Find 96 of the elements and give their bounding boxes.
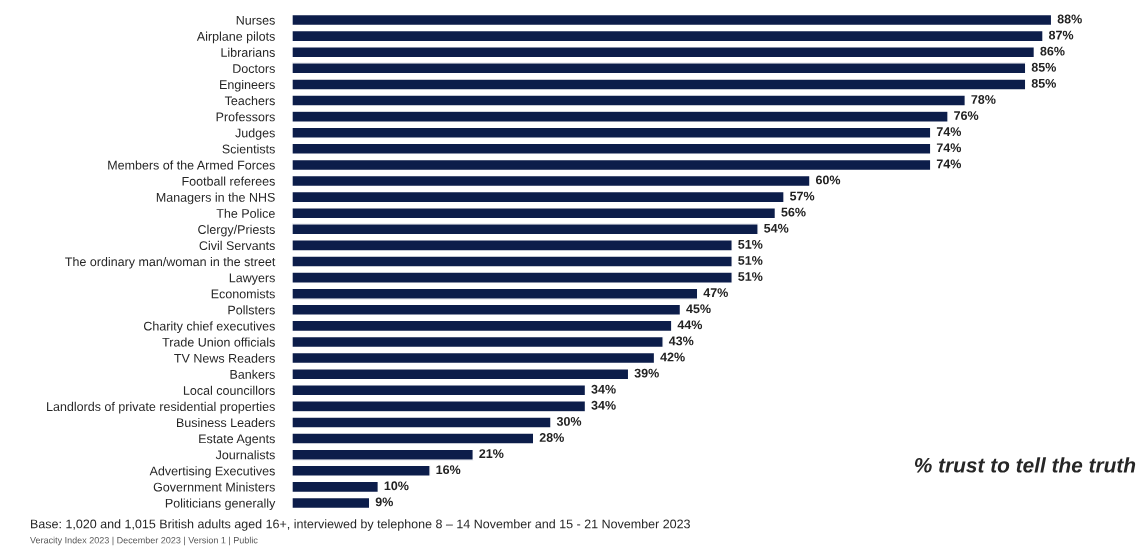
data-label: 51% [738,256,763,265]
bar [292,480,380,494]
bar [292,448,474,461]
y-tick-label: Government Ministers [153,482,275,492]
y-tick-label: Scientists [222,144,275,154]
bar [292,335,664,349]
data-label: 74% [936,143,962,153]
bar [292,368,630,381]
bar [292,416,552,429]
text: Base: 1,020 and 1,015 British adults aged 16+, interviewed by telephone 8 – 14 November and 15 - 21 November 2023 [31,519,690,531]
y-tick-label: Librarians [221,47,275,57]
y-tick-label: Economists [211,289,275,299]
annotation: % trust to tell the truth [914,457,1136,473]
y-tick-label: Judges [235,128,275,140]
data-label: 42% [660,352,685,362]
data-label: 51% [738,272,763,281]
y-tick-label: TV News Readers [174,353,275,363]
data-label: 76% [954,111,979,120]
data-label: 88% [1057,14,1082,24]
y-tick-label: Trade Union officials [162,337,275,347]
bar [292,158,932,172]
data-label: 85% [1031,78,1056,88]
data-label: 10% [384,481,409,491]
y-tick-label: The Police [216,208,275,218]
data-label: 57% [789,191,815,201]
data-label: 28% [539,433,564,442]
bar [292,496,371,510]
data-label: 9% [375,497,393,507]
y-tick-label: Professors [216,112,275,122]
data-label: 34% [591,384,616,394]
y-tick-label: Clergy/Priests [198,224,275,237]
y-tick-label: Pollsters [228,305,275,315]
bar [292,94,967,107]
data-label: 54% [764,223,789,233]
bar [292,29,1044,43]
data-label: 39% [634,368,659,378]
data-label: 44% [677,320,703,330]
data-label: 74% [936,159,962,169]
bar [292,190,785,204]
y-tick-label: Airplane pilots [196,31,275,44]
y-tick-label: Journalists [215,450,275,460]
data-label: 21% [479,449,504,458]
bar [292,303,682,316]
data-label: 56% [781,207,806,217]
data-label: 45% [686,304,711,314]
bar [292,351,656,365]
bar [292,46,1036,59]
y-tick-label: Landlords of private residential properties [47,401,275,414]
data-label: 78% [971,95,996,104]
text: Veracity Index 2023 | December 2023 | Version 1 | Public [30,536,258,546]
y-tick-label: The ordinary man/woman in the street [65,256,276,269]
y-tick-label: Doctors [233,64,275,73]
y-tick-label: Managers in the NHS [156,192,275,205]
bar [292,400,587,413]
data-label: 60% [815,175,841,185]
bar [292,319,673,333]
data-label: 43% [668,336,694,346]
bar [292,110,949,123]
data-label: 34% [591,400,616,410]
data-label: 47% [703,288,728,298]
bar [292,287,699,300]
bar [292,207,777,220]
data-label: 85% [1031,62,1056,72]
bar [292,384,587,397]
y-tick-label: Lawyers [229,273,275,285]
y-tick-label: Bankers [230,369,275,379]
y-tick-label: Charity chief executives [143,321,275,334]
y-tick-label: Nurses [236,15,275,25]
y-tick-label: Business Leaders [177,417,275,428]
data-label: 86% [1040,46,1065,56]
bar [292,78,1027,91]
bar [292,255,733,268]
bar [292,223,759,236]
bar [292,142,932,155]
bar [292,239,733,252]
bar [292,271,733,284]
y-tick-label: Advertising Executives [149,466,275,478]
y-tick-label: Football referees [182,176,275,186]
bar [292,464,431,477]
data-label: 74% [936,127,962,137]
data-label: 87% [1048,30,1074,40]
y-tick-label: Members of the Armed Forces [108,160,275,170]
bar [292,126,932,139]
data-label: 16% [436,465,461,475]
y-tick-label: Estate Agents [199,434,275,446]
bar [292,432,535,445]
y-tick-label: Civil Servants [199,240,275,251]
y-tick-label: Engineers [220,79,275,92]
y-tick-label: Local councillors [183,385,275,395]
data-label: 51% [738,239,763,249]
bar [292,62,1027,75]
bar [292,13,1053,27]
y-tick-label: Politicians generally [165,498,276,511]
bar [292,174,811,188]
data-label: 30% [556,416,582,426]
y-tick-label: Teachers [224,96,275,106]
